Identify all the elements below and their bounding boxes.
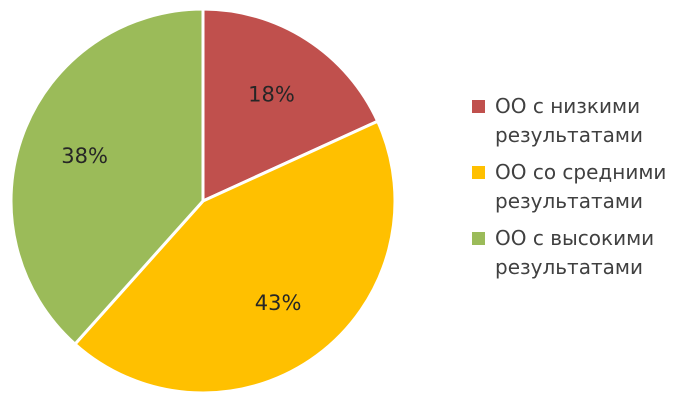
data-label-medium: 43% (255, 291, 302, 315)
legend-item-medium: ОО со средними результатами (472, 158, 687, 216)
data-label-high: 38% (61, 144, 108, 168)
legend: ОО с низкими результатами ОО со средними… (472, 92, 687, 290)
legend-swatch-high (472, 232, 485, 245)
pie-slice-medium (73, 119, 397, 394)
legend-item-low: ОО с низкими результатами (472, 92, 687, 150)
pie-data-labels: 18% 43% 38% (61, 82, 301, 315)
legend-swatch-low (472, 100, 485, 113)
legend-label-low: ОО с низкими результатами (495, 94, 643, 147)
data-label-low: 18% (248, 82, 295, 106)
pie-slices (9, 7, 397, 394)
legend-item-high: ОО с высокими результатами (472, 224, 687, 282)
legend-swatch-medium (472, 166, 485, 179)
pie-slice-high (9, 7, 205, 346)
legend-label-medium: ОО со средними результатами (495, 160, 667, 213)
legend-label-high: ОО с высокими результатами (495, 226, 655, 279)
pie-slice-low (201, 7, 380, 203)
